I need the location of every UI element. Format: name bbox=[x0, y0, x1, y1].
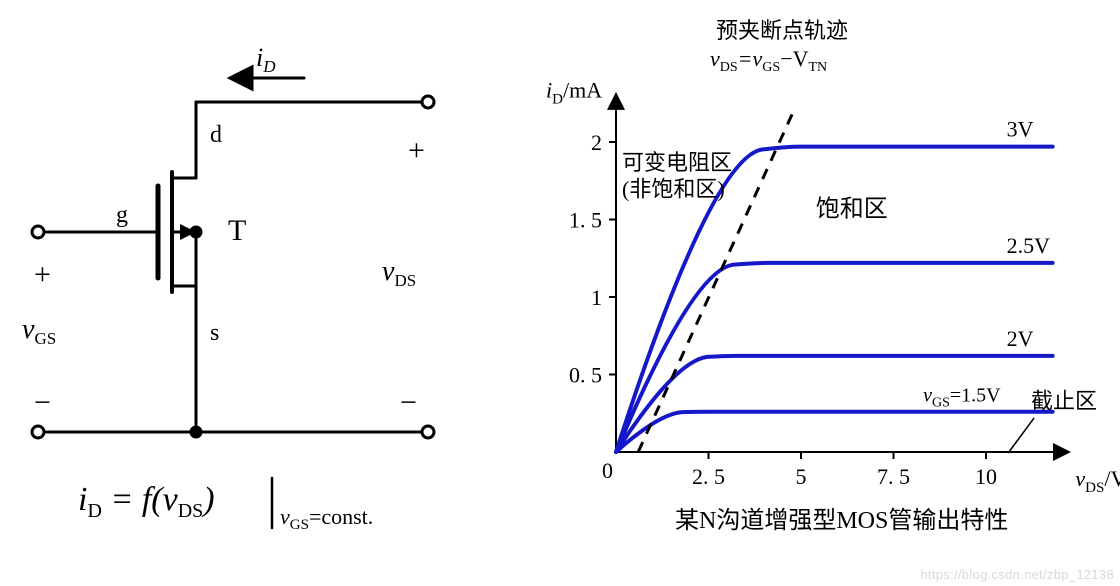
id-label: iD bbox=[256, 43, 276, 76]
equation: iD = f(vDS) vGS=const. bbox=[78, 478, 373, 533]
svg-text:3V: 3V bbox=[1007, 117, 1034, 142]
figure: iD d g + vGS T s bbox=[0, 0, 1120, 586]
svg-text:0. 5: 0. 5 bbox=[569, 363, 602, 388]
s-label: s bbox=[210, 320, 219, 346]
g-label: g bbox=[116, 202, 128, 228]
plus-left: + bbox=[34, 258, 51, 291]
svg-text:vDS=vGS−VTN: vDS=vGS−VTN bbox=[710, 46, 827, 75]
svg-text:iD = f(vDS): iD = f(vDS) bbox=[78, 481, 215, 522]
minus-right: − bbox=[400, 386, 417, 419]
svg-text:1: 1 bbox=[591, 285, 602, 310]
svg-text:1. 5: 1. 5 bbox=[569, 208, 602, 233]
svg-text:10: 10 bbox=[975, 464, 997, 489]
svg-text:0: 0 bbox=[602, 458, 613, 483]
svg-text:某N沟道增强型MOS管输出特性: 某N沟道增强型MOS管输出特性 bbox=[675, 507, 1008, 534]
circuit-diagram: iD d g + vGS T s bbox=[22, 43, 434, 533]
vds-label: vDS bbox=[382, 256, 416, 290]
svg-text:2. 5: 2. 5 bbox=[692, 464, 725, 489]
svg-text:截止区: 截止区 bbox=[1031, 389, 1097, 414]
plus-right: + bbox=[408, 134, 425, 167]
svg-text:5: 5 bbox=[796, 464, 807, 489]
minus-left: − bbox=[34, 386, 51, 419]
svg-text:vGS=1.5V: vGS=1.5V bbox=[923, 385, 1001, 411]
svg-text:可变电阻区: 可变电阻区 bbox=[622, 150, 732, 175]
T-label: T bbox=[228, 214, 246, 247]
svg-text:2V: 2V bbox=[1007, 326, 1034, 351]
svg-text:2.5V: 2.5V bbox=[1007, 233, 1051, 258]
d-label: d bbox=[210, 122, 222, 148]
svg-text:7. 5: 7. 5 bbox=[877, 464, 910, 489]
svg-text:vGS=const.: vGS=const. bbox=[280, 504, 373, 533]
svg-text:(非饱和区): (非饱和区) bbox=[622, 176, 725, 201]
svg-text:iD/mA: iD/mA bbox=[546, 78, 602, 108]
svg-text:vDS/V: vDS/V bbox=[1075, 466, 1120, 496]
output-characteristics-chart: 2. 5 5 7. 5 10 0 0. 5 1 1. 5 2 vDS/V iD/mA 3V 2.5V 2V… bbox=[546, 18, 1120, 534]
svg-text:饱和区: 饱和区 bbox=[816, 195, 888, 222]
svg-text:预夹断点轨迹: 预夹断点轨迹 bbox=[716, 18, 848, 43]
vgs-label: vGS bbox=[22, 314, 56, 348]
svg-text:2: 2 bbox=[591, 130, 602, 155]
